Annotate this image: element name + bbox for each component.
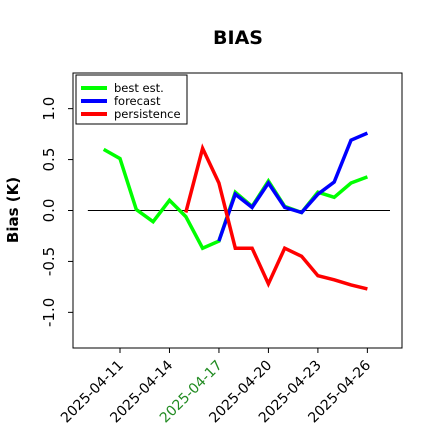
legend-label: forecast bbox=[114, 94, 161, 108]
legend-label: persistence bbox=[114, 107, 181, 121]
y-tick-label: 1.0 bbox=[40, 97, 58, 121]
y-tick-label: -1.0 bbox=[40, 298, 58, 327]
series-line-best-est bbox=[102, 147, 369, 251]
series-layer bbox=[102, 131, 369, 291]
y-axis: -1.0 -0.5 0.0 0.5 1.0 bbox=[40, 97, 73, 327]
chart-title: BIAS bbox=[213, 27, 263, 49]
y-axis-label: Bias (K) bbox=[4, 177, 22, 243]
y-tick-label: -0.5 bbox=[40, 247, 58, 276]
x-axis: 2025-04-112025-04-142025-04-172025-04-20… bbox=[58, 348, 374, 426]
series-line-persistence bbox=[184, 143, 368, 291]
y-tick-label: 0.0 bbox=[40, 199, 58, 223]
legend-label: best est. bbox=[114, 81, 164, 95]
series-line-forecast bbox=[217, 131, 369, 242]
y-tick-label: 0.5 bbox=[40, 148, 58, 172]
